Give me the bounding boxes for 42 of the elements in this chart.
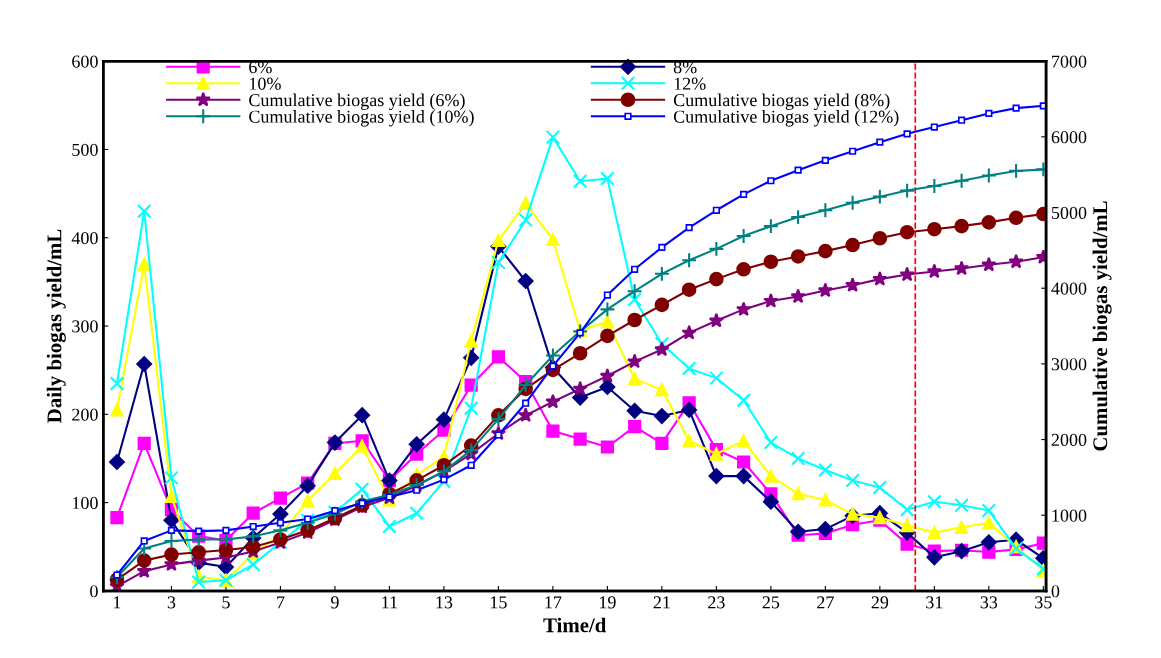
x-axis-title: Time/d	[543, 617, 607, 633]
y-axis-title: Daily biogas yield/mL	[46, 229, 66, 423]
y-tick-label: 200	[72, 408, 98, 421]
x-tick-label: 13	[436, 596, 453, 609]
y2-tick-label: 3000	[1051, 358, 1087, 371]
x-tick-label: 1	[114, 596, 121, 609]
legend-label: Cumulative biogas yield (12%)	[673, 110, 899, 127]
y2-tick-label: 2000	[1051, 433, 1087, 446]
legend-label: Cumulative biogas yield (8%)	[673, 93, 890, 110]
y-tick-label: 600	[72, 55, 98, 68]
legend-label: Cumulative biogas yield (10%)	[249, 110, 474, 127]
y2-tick-label: 1000	[1052, 509, 1087, 522]
y2-axis-title: Cumulative biogas yield/mL	[1092, 201, 1112, 451]
y-tick-label: 0	[90, 585, 98, 598]
x-tick-label: 23	[708, 596, 725, 609]
y2-tick-label: 4000	[1051, 282, 1087, 295]
x-tick-label: 9	[330, 596, 339, 609]
x-tick-label: 3	[167, 596, 176, 609]
x-tick-label: 19	[599, 596, 616, 609]
x-tick-label: 29	[871, 596, 889, 609]
x-tick-label: 11	[382, 596, 398, 609]
legend-label: 12%	[674, 77, 706, 90]
y-tick-label: 100	[72, 496, 98, 510]
y2-tick-label: 7000	[1052, 55, 1087, 68]
y2-tick-label: 5000	[1051, 206, 1087, 219]
x-tick-label: 33	[980, 596, 998, 609]
x-tick-label: 31	[926, 596, 943, 609]
x-tick-label: 7	[277, 596, 285, 609]
legend-label: Cumulative biogas yield (6%)	[249, 93, 465, 110]
x-tick-label: 15	[490, 596, 507, 609]
y-tick-label: 300	[72, 320, 98, 333]
x-tick-label: 17	[545, 596, 562, 609]
x-tick-label: 35	[1035, 596, 1052, 609]
x-tick-label: 5	[222, 596, 230, 609]
y2-tick-label: 6000	[1051, 131, 1087, 144]
x-tick-label: 27	[817, 596, 834, 609]
legend-label: 10%	[249, 77, 281, 90]
y-tick-label: 500	[72, 143, 98, 156]
x-tick-label: 25	[762, 596, 780, 609]
y2-tick-label: 0	[1051, 585, 1060, 598]
x-tick-label: 21	[653, 596, 670, 609]
y-tick-label: 400	[71, 232, 98, 245]
